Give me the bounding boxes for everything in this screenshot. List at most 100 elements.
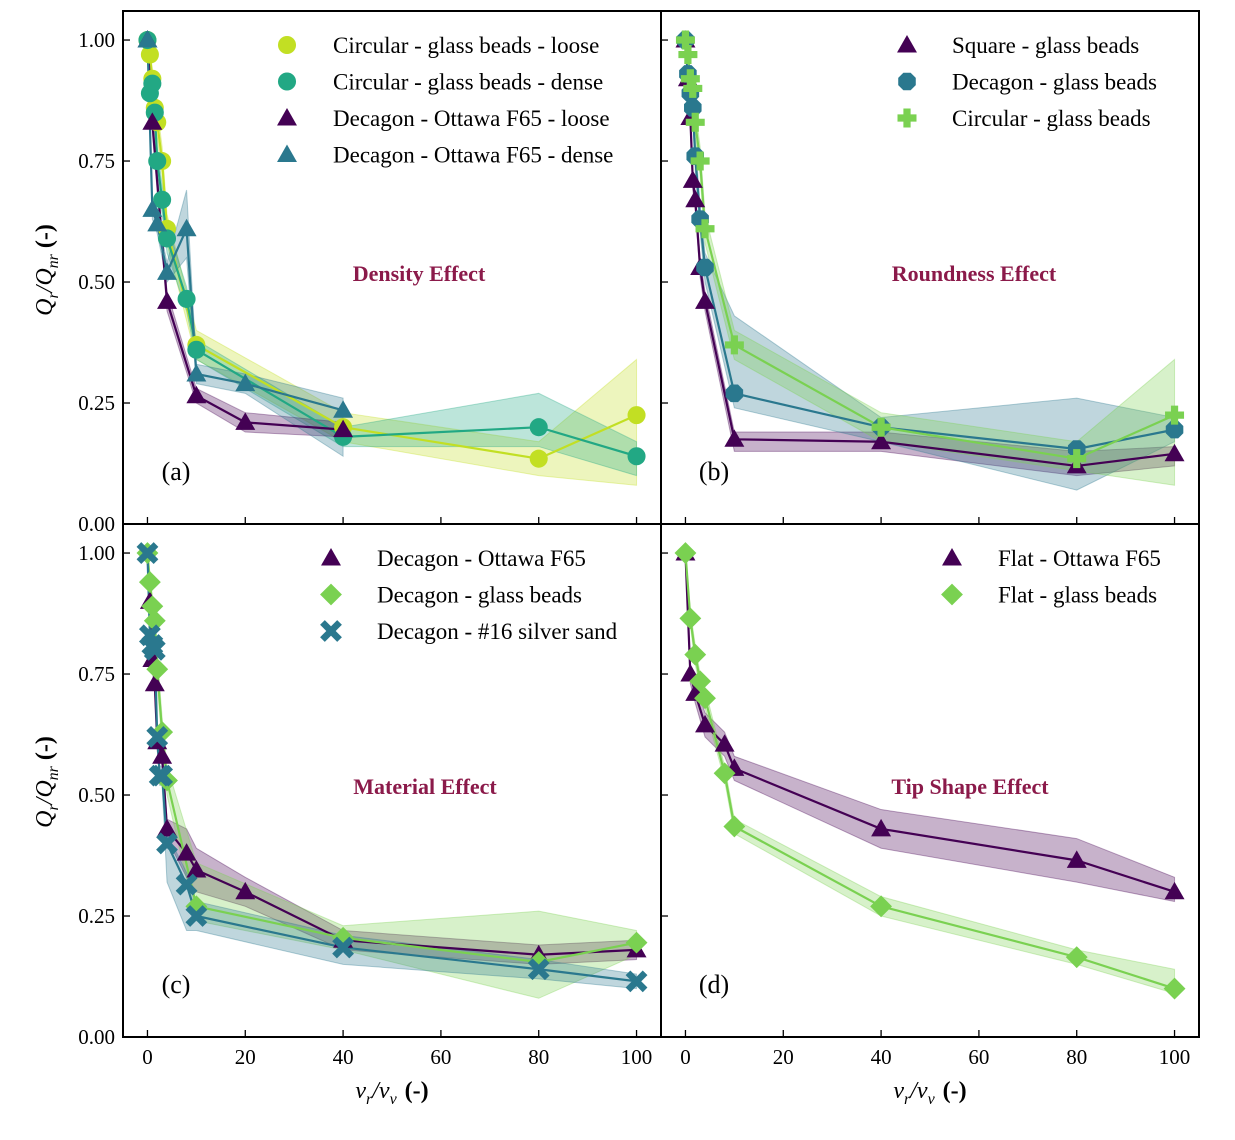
data-point [682,170,703,188]
plot-area [136,542,648,999]
data-point [695,291,715,309]
y-tick-label: 0.75 [78,149,115,173]
legend-label: Flat - glass beads [998,583,1157,608]
x-axis-label-left: vr/vv (-) [355,1078,428,1108]
panel-annotation: Tip Shape Effect [891,774,1049,799]
legend-marker [277,72,297,91]
data-point [680,69,700,89]
panel-1: 0.00 0.25 0.50 0.75 1.00 Circular - glass bea… [78,10,662,536]
data-point [142,112,163,130]
data-point [683,78,703,98]
data-point [694,687,716,710]
data-point [679,607,702,630]
data-point [674,542,697,564]
panel-letter: (d) [699,970,729,999]
data-point [143,638,166,661]
legend-label: Decagon - glass beads [952,70,1157,95]
x-tick-label: 60 [968,1045,989,1069]
x-tick-label: 20 [773,1045,794,1069]
data-point [529,418,548,437]
y-axis-label-bottom: Qr/Qnr(-) [32,736,62,828]
data-point [685,112,705,132]
data-point [140,45,159,64]
legend-label: Decagon - #16 silver sand [377,619,618,644]
legend-marker [898,72,916,91]
legend-marker [897,108,917,128]
data-point [157,291,177,309]
x-tick-label: 100 [1159,1045,1191,1069]
x-tick-label: 20 [235,1045,256,1069]
data-point [625,970,648,993]
plot-area [137,30,646,486]
legend-label: Decagon - Ottawa F65 - dense [333,143,613,168]
data-point [141,595,164,618]
data-point [187,340,206,359]
data-point [235,373,256,392]
panel-2: Square - glass beads Decagon - glass bead… [660,10,1200,525]
plot-area [674,542,1186,1000]
data-point [186,363,207,382]
panel-letter: (a) [162,457,191,486]
legend-marker [277,144,297,162]
legend-label: Decagon - Ottawa F65 - loose [333,106,610,131]
data-point [1165,420,1184,439]
series-line [146,39,637,458]
data-point [176,218,197,237]
plot-frame [660,523,1200,1038]
data-point [684,99,702,117]
data-point [157,262,177,280]
data-point [1067,440,1086,458]
x-tick-label: 80 [1066,1045,1087,1069]
data-point [714,734,735,752]
data-point [186,385,207,404]
panels-layer: 0.00 0.25 0.50 0.75 1.00 Circular - glass bea… [78,10,1200,1069]
data-point [723,815,746,838]
legend-label: Square - glass beads [952,33,1139,58]
data-point [332,926,355,949]
data-point [625,931,648,954]
y-tick-label: 0.00 [78,1025,115,1049]
data-point [332,936,354,959]
x-tick-label: 0 [142,1045,153,1069]
legend-marker [277,108,297,126]
x-tick-label: 40 [333,1045,354,1069]
legend-label: Decagon - Ottawa F65 [377,546,586,571]
data-point [685,189,706,208]
data-point [1164,881,1185,900]
y-tick-label: 0.50 [78,270,115,294]
data-point [143,74,162,93]
legend-label: Circular - glass beads - loose [333,33,599,58]
y-tick-label: 0.25 [78,904,115,928]
data-point [235,881,256,900]
data-point [152,746,173,764]
data-point [725,384,744,403]
legend-label: Circular - glass beads - dense [333,70,603,95]
data-point [137,30,158,48]
data-point [153,190,172,209]
x-axis-label-right: vr/vv (-) [893,1078,966,1108]
data-point [156,832,178,855]
data-point [724,335,744,355]
legend-marker [320,583,342,606]
y-axis-label-top: Qr/Qnr(-) [32,224,62,316]
panel-letter: (b) [699,457,729,486]
data-point [143,609,166,632]
data-point [1164,443,1185,462]
data-point [871,417,891,437]
data-point [136,542,159,564]
data-point [185,905,208,927]
data-point [151,764,174,787]
x-tick-label: 40 [871,1045,892,1069]
data-point [690,151,710,171]
panel-annotation: Roundness Effect [892,261,1057,286]
data-point [724,429,745,447]
y-tick-label: 1.00 [78,28,115,52]
x-tick-label: 60 [430,1045,451,1069]
plot-area [675,30,1185,491]
legend-marker [321,548,341,566]
x-tick-label: 0 [680,1045,691,1069]
series-line [146,39,637,460]
data-point [185,895,208,918]
data-point [627,406,646,425]
data-point [1066,850,1087,868]
